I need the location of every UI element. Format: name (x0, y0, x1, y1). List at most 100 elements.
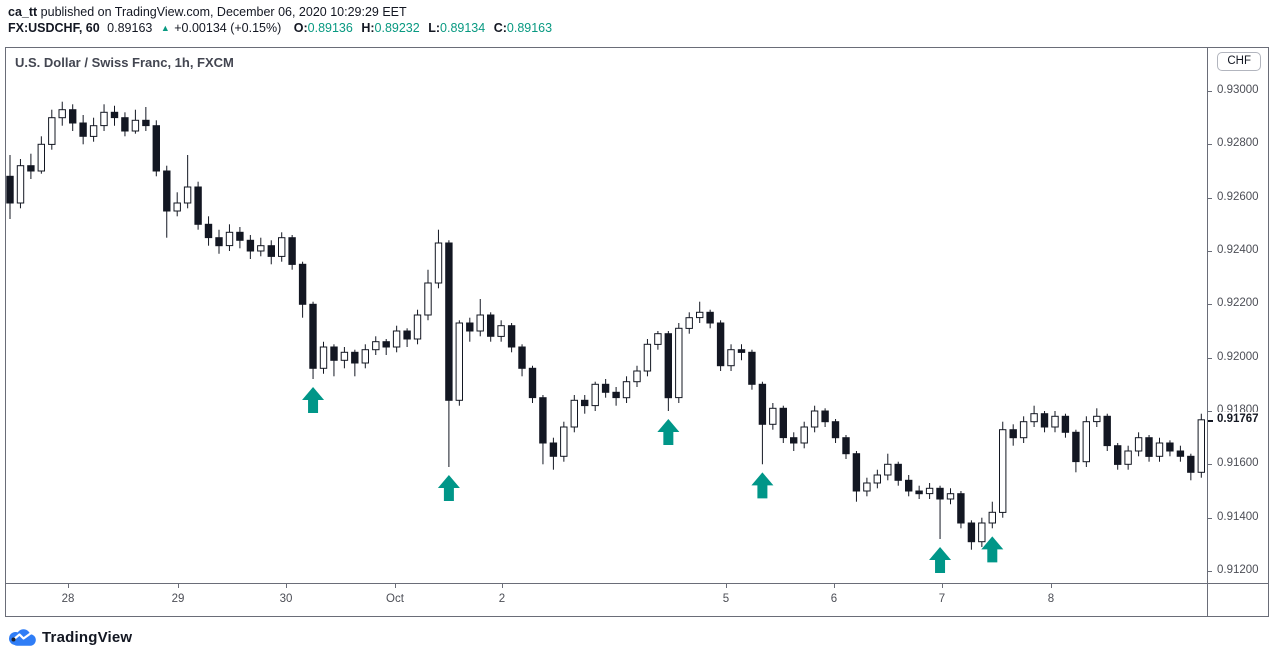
candle (1124, 445, 1132, 470)
candle (810, 405, 819, 433)
candle (110, 105, 119, 126)
candle (978, 517, 986, 547)
candle (873, 469, 881, 489)
candle (194, 181, 202, 230)
time-axis-divider (6, 583, 1268, 584)
candle (1072, 429, 1080, 473)
candle (967, 520, 976, 550)
candle (1093, 408, 1101, 427)
candle (288, 235, 296, 270)
candle (1009, 424, 1017, 446)
candle (424, 269, 432, 321)
up-triangle-icon: ▲ (160, 23, 170, 33)
candle (675, 323, 683, 403)
candle (319, 341, 328, 374)
candle (298, 261, 307, 318)
buy-arrow-marker (981, 536, 1004, 563)
tradingview-logo-icon (9, 628, 36, 646)
candle (37, 136, 45, 174)
time-axis[interactable]: 28 29 30 Oct 2 5 6 7 8 (6, 584, 1268, 616)
candle (727, 344, 735, 371)
candle (664, 331, 672, 411)
candle (257, 237, 265, 257)
candle (246, 235, 255, 259)
candlestick-plot (6, 101, 1205, 573)
price-axis[interactable]: CHF 0.93000 0.92800 0.92600 0.92400 0.92200 0… (1208, 48, 1268, 583)
last-trade-price: 0.89163 (107, 21, 153, 35)
open-value: 0.89136 (307, 21, 353, 35)
candle (340, 347, 349, 369)
candle (769, 403, 777, 430)
candle (455, 320, 464, 406)
candle (915, 485, 923, 499)
candle (1061, 413, 1070, 438)
close-value: 0.89163 (506, 21, 553, 35)
candle (696, 301, 704, 323)
buy-arrow-marker (929, 547, 952, 573)
candle (121, 112, 129, 137)
chart-title: U.S. Dollar / Swiss Franc, 1h, FXCM (15, 55, 234, 70)
currency-toggle-button[interactable]: CHF (1217, 52, 1261, 71)
candle (654, 331, 662, 350)
candle (988, 501, 996, 529)
published-text: published on TradingView.com, December 0… (37, 5, 407, 19)
candle (79, 115, 87, 145)
price-axis-divider (1207, 48, 1208, 616)
candle (1197, 413, 1205, 478)
candle (800, 421, 808, 449)
candle (842, 435, 850, 459)
candle (6, 155, 14, 219)
candle (884, 453, 892, 481)
candle (152, 120, 161, 177)
candle (1019, 416, 1028, 443)
candle (1082, 416, 1090, 467)
candle (476, 299, 484, 337)
low-value: 0.89134 (440, 21, 486, 35)
candle (925, 483, 934, 499)
candle (1103, 413, 1111, 451)
candle (570, 395, 578, 433)
candle (612, 387, 620, 406)
candle (497, 320, 505, 342)
chart-frame: U.S. Dollar / Swiss Franc, 1h, FXCM CHF … (5, 47, 1269, 617)
candle (89, 117, 98, 142)
candle (831, 419, 840, 443)
candle (69, 104, 77, 131)
candle (863, 477, 871, 497)
candle (591, 381, 599, 411)
candle (1114, 443, 1122, 470)
open-label: O: (293, 21, 308, 35)
candle (601, 379, 610, 398)
candle (1166, 440, 1174, 457)
candle (518, 344, 526, 377)
candle (27, 153, 35, 179)
candle (142, 107, 150, 131)
change-text: +0.00134 (+0.15%) (174, 21, 282, 35)
candle (309, 301, 317, 379)
tradingview-attribution[interactable]: TradingView (8, 625, 132, 649)
candle (685, 312, 693, 334)
high-label: H: (361, 21, 375, 35)
candle (1155, 437, 1164, 462)
buy-arrow-marker (437, 475, 460, 501)
candle (372, 336, 380, 355)
buy-arrow-marker (751, 472, 774, 499)
candle (748, 349, 756, 390)
candle (758, 381, 767, 465)
symbol-line: FX:USDCHF, 60 0.89163 ▲ +0.00134 (+0.15%… (8, 21, 552, 37)
candle (560, 421, 568, 462)
high-value: 0.89232 (374, 21, 420, 35)
candle (706, 309, 714, 329)
candle (225, 224, 234, 251)
chart-canvas[interactable]: U.S. Dollar / Swiss Franc, 1h, FXCM (6, 48, 1207, 583)
candle (633, 365, 641, 387)
candle (267, 240, 276, 265)
candle (1134, 432, 1143, 457)
candle (204, 216, 213, 246)
candle (1051, 411, 1059, 433)
last-price-tick-icon (1208, 419, 1213, 422)
candle (403, 328, 411, 347)
candle (351, 349, 359, 377)
symbol-name: FX:USDCHF, 60 (8, 21, 100, 35)
candle (392, 325, 401, 353)
